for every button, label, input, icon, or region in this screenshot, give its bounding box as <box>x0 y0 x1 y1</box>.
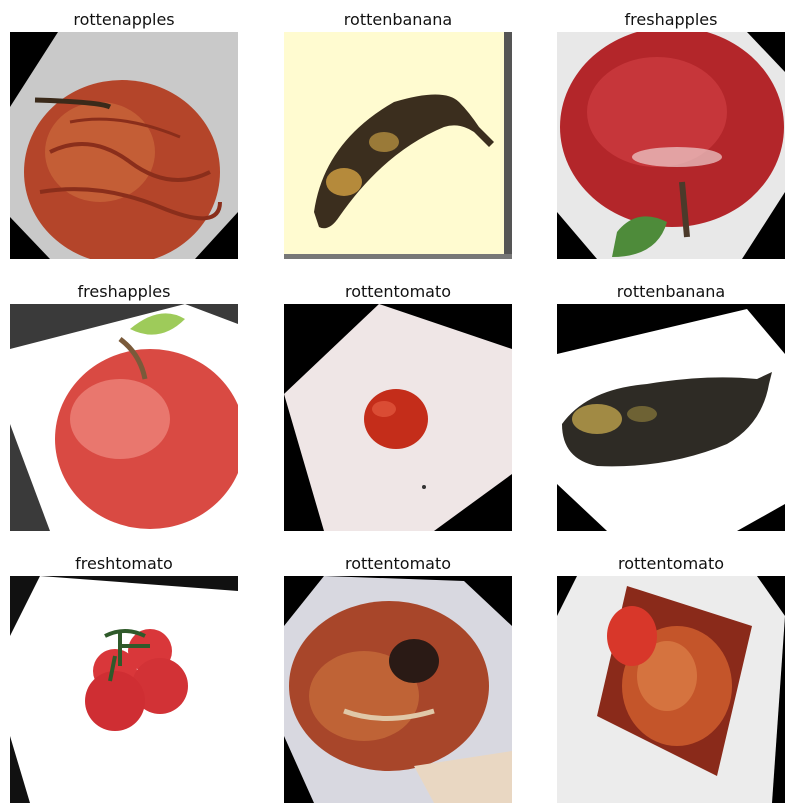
image-title: rottenapples <box>73 10 175 29</box>
image-title: freshtomato <box>75 554 173 573</box>
image-title: freshapples <box>624 10 718 29</box>
image-title: rottentomato <box>344 554 452 573</box>
rotten-apple-image <box>10 32 238 259</box>
fresh-tomato-image <box>10 576 238 803</box>
rotten-tomato-image <box>557 576 785 803</box>
image-title: rottentomato <box>344 282 452 301</box>
image-title: rottentomato <box>617 554 725 573</box>
image-title: rottenbanana <box>616 282 726 301</box>
rotten-tomato-image <box>284 304 512 531</box>
rotten-tomato-image <box>284 576 512 803</box>
rotten-banana-image <box>557 304 785 531</box>
rotten-banana-image <box>284 32 512 259</box>
image-title: freshapples <box>77 282 171 301</box>
fresh-apple-image <box>557 32 785 259</box>
fresh-apple-image <box>10 304 238 531</box>
image-title: rottenbanana <box>343 10 453 29</box>
